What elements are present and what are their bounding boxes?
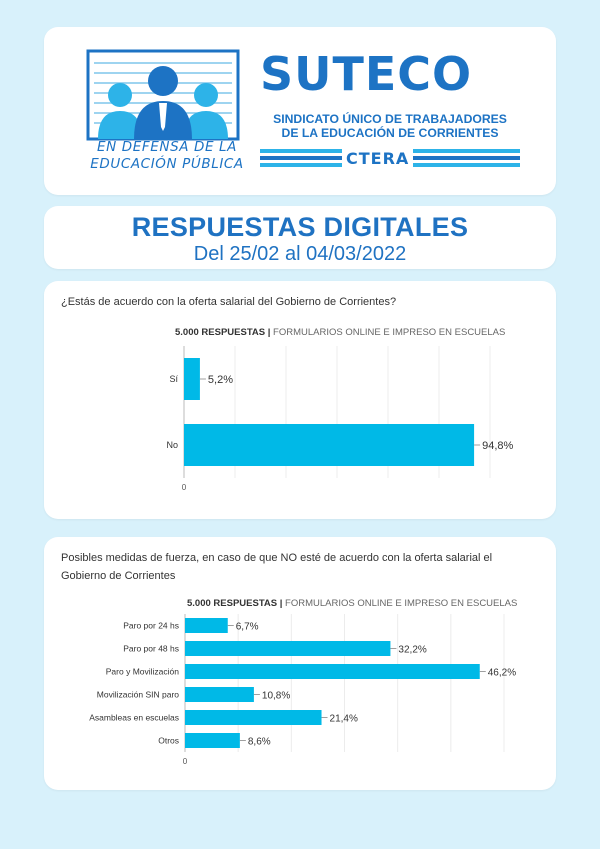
chart-2-category-label: Paro por 48 hs <box>123 644 179 654</box>
union-name: SINDICATO ÚNICO DE TRABAJADORES DE LA ED… <box>260 112 520 140</box>
chart-2-title-rest: FORMULARIOS ONLINE E IMPRESO EN ESCUELAS <box>282 598 517 609</box>
chart-2-data-label: 10,8% <box>262 691 290 702</box>
chart-1-data-label: 5,2% <box>208 374 233 386</box>
question-1: ¿Estás de acuerdo con la oferta salarial… <box>61 296 397 308</box>
chart-2: 5.000 RESPUESTAS | FORMULARIOS ONLINE E … <box>89 598 517 766</box>
slogan-line-2: EDUCACIÓN PÚBLICA <box>90 156 244 172</box>
header-card: EN DEFENSA DE LA EDUCACIÓN PÚBLICA SUTEC… <box>44 27 556 195</box>
slogan-line-1: EN DEFENSA DE LA <box>97 139 237 155</box>
chart-1-bar <box>184 424 475 466</box>
chart-2-title: 5.000 RESPUESTAS | FORMULARIOS ONLINE E … <box>187 598 517 609</box>
chart-2-category-label: Movilización SIN paro <box>97 690 179 700</box>
chart-2-data-label: 32,2% <box>398 645 426 656</box>
chart-1-title-bold: 5.000 RESPUESTAS | <box>175 327 270 338</box>
chart-2-bar <box>185 664 480 679</box>
chart-1-title: 5.000 RESPUESTAS | FORMULARIOS ONLINE E … <box>175 327 505 338</box>
chart-2-data-label: 8,6% <box>248 737 271 748</box>
date-range: Del 25/02 al 04/03/2022 <box>193 243 407 265</box>
chart-2-title-bold: 5.000 RESPUESTAS | <box>187 598 282 609</box>
chart-2-data-label: 46,2% <box>488 668 516 679</box>
chart-1-x-tick: 0 <box>182 483 187 492</box>
union-name-line-2: DE LA EDUCACIÓN DE CORRIENTES <box>281 126 499 140</box>
chart-2-category-label: Paro por 24 hs <box>123 621 179 631</box>
chart-1-bar <box>184 358 200 400</box>
chart-2-bar <box>185 618 228 633</box>
chart-card-2: Posibles medidas de fuerza, en caso de q… <box>44 537 556 790</box>
brand-name: SUTECO <box>260 47 473 101</box>
title-card: RESPUESTAS DIGITALES Del 25/02 al 04/03/… <box>44 206 556 269</box>
slogan: EN DEFENSA DE LA EDUCACIÓN PÚBLICA <box>82 139 252 173</box>
chart-2-bar <box>185 710 322 725</box>
chart-1: 5.000 RESPUESTAS | FORMULARIOS ONLINE E … <box>166 327 513 492</box>
chart-2-x-tick: 0 <box>183 757 188 766</box>
chart-2-bar <box>185 733 240 748</box>
chart-2-category-label: Otros <box>158 736 179 746</box>
chart-2-bar <box>185 641 391 656</box>
chart-card-1: ¿Estás de acuerdo con la oferta salarial… <box>44 281 556 519</box>
chart-2-bar <box>185 687 254 702</box>
chart-2-data-label: 21,4% <box>330 714 358 725</box>
ctera-logo: CTERA <box>342 149 414 168</box>
chart-1-title-rest: FORMULARIOS ONLINE E IMPRESO EN ESCUELAS <box>270 327 505 338</box>
question-2: Posibles medidas de fuerza, en caso de q… <box>61 552 493 582</box>
chart-1-data-label: 94,8% <box>482 440 513 452</box>
chart-2-category-label: Paro y Movilización <box>106 667 179 677</box>
page-title: RESPUESTAS DIGITALES <box>131 212 469 242</box>
union-name-line-1: SINDICATO ÚNICO DE TRABAJADORES <box>273 112 507 126</box>
teachers-logo-icon <box>86 49 240 141</box>
chart-2-data-label: 6,7% <box>236 622 259 633</box>
chart-2-category-label: Asambleas en escuelas <box>89 713 179 723</box>
chart-1-category-label: No <box>166 440 178 450</box>
chart-1-category-label: Sí <box>169 374 178 384</box>
